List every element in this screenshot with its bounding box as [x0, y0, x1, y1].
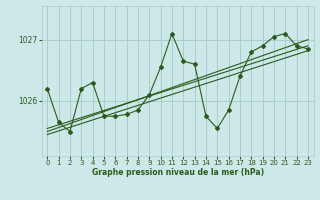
X-axis label: Graphe pression niveau de la mer (hPa): Graphe pression niveau de la mer (hPa) [92, 168, 264, 177]
